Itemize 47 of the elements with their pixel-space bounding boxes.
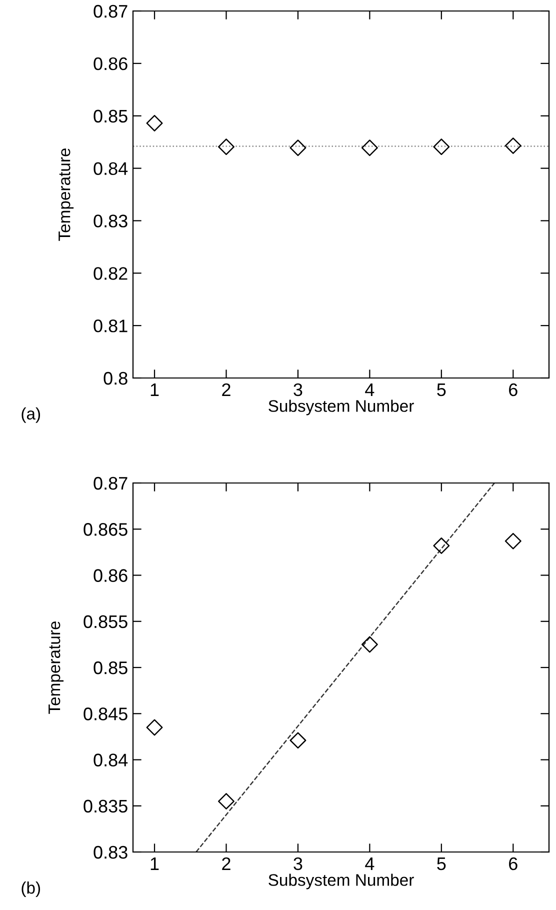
text: (b): [22, 882, 40, 898]
x-tick-label: 2: [222, 857, 230, 870]
point: [290, 732, 306, 749]
x-tick-label: 4: [365, 858, 374, 870]
point: [290, 140, 306, 156]
y-tick-label: 0.83: [94, 214, 128, 228]
y-tick-label: 0.855: [84, 615, 128, 628]
x-tick-label: 4: [365, 384, 374, 396]
y-tick-label: 0.87: [94, 476, 128, 490]
x-tick-label: 6: [509, 857, 518, 870]
y-tick-label: 0.84: [94, 754, 128, 766]
y-tick-label: 0.87: [94, 4, 128, 18]
x-axis-title: Subsystem Number: [268, 400, 414, 416]
y-tick-label: 0.82: [94, 267, 128, 280]
y-tick-label: 0.86: [94, 57, 128, 70]
point: [433, 138, 450, 156]
point: [361, 140, 378, 156]
y-tick-label: 0.85: [94, 661, 128, 674]
point: [361, 636, 378, 653]
y-tick-label: 0.835: [84, 800, 128, 813]
point: [218, 793, 234, 810]
point: [433, 538, 450, 554]
x-tick-label: 1: [150, 384, 159, 396]
y-tick-label: 0.865: [84, 523, 128, 536]
y-tick-label: 0.85: [94, 110, 128, 123]
y-axis-title: Temperature: [48, 621, 64, 714]
point: [146, 114, 163, 132]
y-tick-label: 0.845: [84, 708, 128, 720]
point: [218, 138, 234, 156]
y-tick-label: 0.83: [94, 846, 128, 859]
x-tick-label: 3: [294, 857, 302, 870]
y-tick-label: 0.86: [94, 569, 128, 582]
point: [504, 138, 522, 154]
text: (a): [22, 407, 40, 423]
point: [146, 719, 163, 736]
x-tick-label: 3: [294, 383, 302, 396]
x-tick-label: 2: [222, 383, 230, 396]
y-tick-label: 0.81: [94, 320, 128, 332]
x-tick-label: 5: [437, 384, 446, 396]
x-axis-title: Subsystem Number: [268, 874, 414, 890]
point: [504, 532, 522, 550]
x-tick-label: 1: [150, 858, 159, 870]
x-tick-label: 6: [509, 383, 518, 396]
y-tick-label: 0.8: [104, 372, 128, 385]
y-axis-title: Temperature: [58, 148, 74, 241]
x-tick-label: 5: [437, 858, 446, 870]
y-tick-label: 0.84: [94, 162, 128, 176]
